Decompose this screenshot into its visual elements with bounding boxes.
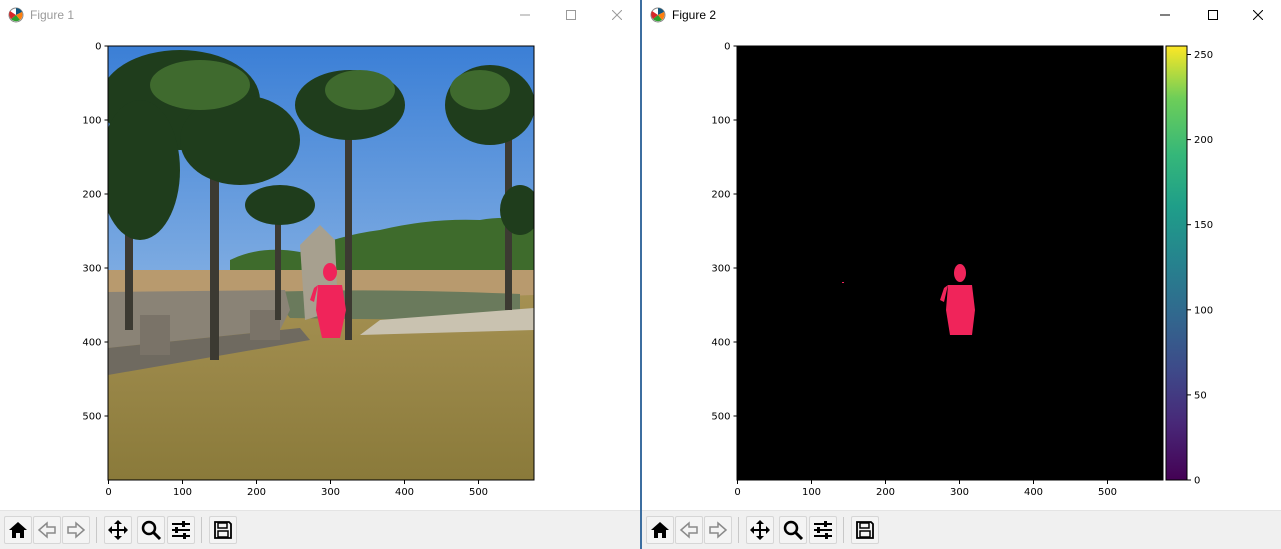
home-button[interactable] xyxy=(646,516,674,544)
y-tick-label: 200 xyxy=(711,190,730,201)
y-tick-label: 100 xyxy=(711,116,730,127)
colorbar: 0 50 100 150 200 250 xyxy=(1165,45,1213,487)
pan-button[interactable] xyxy=(104,516,132,544)
toolbar-separator xyxy=(96,517,97,543)
toolbar-separator xyxy=(738,517,739,543)
minimize-icon xyxy=(1160,14,1170,16)
y-tick-label: 0 xyxy=(95,42,101,53)
zoom-icon xyxy=(783,520,804,541)
x-tick-label: 100 xyxy=(802,487,821,498)
configure-subplots-button[interactable] xyxy=(167,516,195,544)
zoom-button[interactable] xyxy=(779,516,807,544)
y-tick-label: 300 xyxy=(82,264,101,275)
x-tick-label: 400 xyxy=(395,487,414,498)
colorbar-tick-label: 0 xyxy=(1194,476,1200,487)
x-tick-label: 200 xyxy=(876,487,895,498)
save-button[interactable] xyxy=(209,516,237,544)
photo-image xyxy=(108,46,534,480)
x-axis: 0 100 200 300 400 500 xyxy=(734,480,1117,498)
pink-figure xyxy=(310,263,346,338)
navigation-toolbar xyxy=(642,510,1281,549)
x-axis: 0 100 200 300 400 500 xyxy=(105,480,488,498)
maximize-button[interactable] xyxy=(1190,0,1236,30)
y-axis: 0 100 200 300 400 500 xyxy=(82,42,109,423)
colorbar-tick-label: 150 xyxy=(1194,220,1213,231)
forward-button[interactable] xyxy=(62,516,90,544)
minimize-button[interactable] xyxy=(502,0,548,30)
x-tick-label: 200 xyxy=(247,487,266,498)
x-tick-label: 0 xyxy=(734,487,740,498)
maximize-button[interactable] xyxy=(548,0,594,30)
back-button[interactable] xyxy=(33,516,61,544)
close-button[interactable] xyxy=(1235,0,1281,30)
figure-canvas[interactable]: 0 100 200 300 400 500 0 100 200 300 400 500 xyxy=(0,30,640,510)
y-tick-label: 400 xyxy=(711,338,730,349)
configure-subplots-icon xyxy=(172,521,190,539)
back-arrow-icon xyxy=(679,521,698,539)
x-tick-label: 100 xyxy=(173,487,192,498)
save-icon xyxy=(856,521,874,539)
close-icon xyxy=(612,10,622,20)
figure-1-window: Figure 1 xyxy=(0,0,640,549)
colorbar-tick-label: 50 xyxy=(1194,390,1207,401)
maximize-icon xyxy=(566,10,576,20)
window-divider xyxy=(640,0,642,549)
x-tick-label: 300 xyxy=(950,487,969,498)
colorbar-tick-label: 200 xyxy=(1194,135,1213,146)
minimize-icon xyxy=(520,14,530,16)
y-tick-label: 300 xyxy=(711,264,730,275)
y-tick-label: 400 xyxy=(82,338,101,349)
save-icon xyxy=(214,521,232,539)
navigation-toolbar xyxy=(0,510,640,549)
home-button[interactable] xyxy=(4,516,32,544)
zoom-icon xyxy=(141,520,162,541)
back-arrow-icon xyxy=(37,521,56,539)
plot-area: 0 100 200 300 400 500 0 100 200 300 400 500 xyxy=(82,42,535,498)
y-tick-label: 500 xyxy=(711,412,730,423)
window-title: Figure 2 xyxy=(672,8,717,22)
pink-figure xyxy=(940,264,975,335)
colorbar-tick-label: 250 xyxy=(1194,50,1213,61)
configure-subplots-icon xyxy=(814,521,832,539)
x-tick-label: 0 xyxy=(105,487,111,498)
pan-icon xyxy=(108,520,128,540)
close-icon xyxy=(1253,10,1263,20)
x-tick-label: 400 xyxy=(1024,487,1043,498)
minimize-button[interactable] xyxy=(1142,0,1188,30)
y-tick-label: 100 xyxy=(82,116,101,127)
close-button[interactable] xyxy=(594,0,640,30)
x-tick-label: 500 xyxy=(469,487,488,498)
toolbar-separator xyxy=(843,517,844,543)
save-button[interactable] xyxy=(851,516,879,544)
x-tick-label: 500 xyxy=(1098,487,1117,498)
y-tick-label: 200 xyxy=(82,190,101,201)
forward-arrow-icon xyxy=(67,521,86,539)
y-tick-label: 500 xyxy=(82,412,101,423)
maximize-icon xyxy=(1208,10,1218,20)
back-button[interactable] xyxy=(675,516,703,544)
home-icon xyxy=(651,522,669,538)
matplotlib-app-icon xyxy=(8,7,24,23)
home-icon xyxy=(9,522,27,538)
pan-button[interactable] xyxy=(746,516,774,544)
pan-icon xyxy=(750,520,770,540)
plot-area: 0 100 200 300 400 500 0 100 200 300 400 500 0 50 100… xyxy=(711,42,1213,499)
x-tick-label: 300 xyxy=(321,487,340,498)
forward-arrow-icon xyxy=(709,521,728,539)
title-bar: Figure 2 xyxy=(642,0,1281,30)
toolbar-separator xyxy=(201,517,202,543)
matplotlib-app-icon xyxy=(650,7,666,23)
y-tick-label: 0 xyxy=(724,42,730,53)
colorbar-tick-label: 100 xyxy=(1194,305,1213,316)
figure-2-window: Figure 2 xyxy=(642,0,1281,549)
forward-button[interactable] xyxy=(704,516,732,544)
window-title: Figure 1 xyxy=(30,8,75,22)
mask-image xyxy=(737,46,1163,480)
configure-subplots-button[interactable] xyxy=(809,516,837,544)
zoom-button[interactable] xyxy=(137,516,165,544)
title-bar: Figure 1 xyxy=(0,0,640,30)
y-axis: 0 100 200 300 400 500 xyxy=(711,42,738,423)
figure-canvas[interactable]: 0 100 200 300 400 500 0 100 200 300 400 500 0 50 100… xyxy=(642,30,1281,510)
